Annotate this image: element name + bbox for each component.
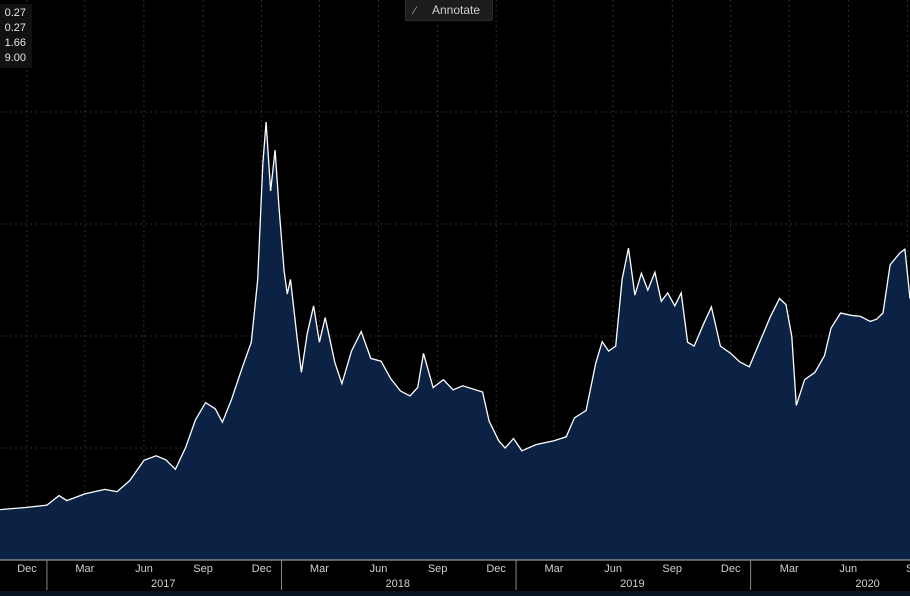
year-label: 2020 bbox=[855, 578, 879, 590]
x-tick-label: Mar bbox=[310, 563, 329, 575]
readout-value: 0.27 bbox=[4, 22, 26, 34]
readout-value: 9.00 bbox=[4, 52, 26, 64]
x-axis-ticks: Dec Mar Jun Sep Dec Mar Jun Sep Dec Mar Jun Sep Dec M… bbox=[17, 563, 910, 575]
x-tick-label: Jun bbox=[135, 563, 153, 575]
annotate-button[interactable]: ⁄ Annotate bbox=[405, 0, 493, 21]
annotate-label: Annotate bbox=[432, 3, 481, 17]
x-tick-label: Jun bbox=[839, 563, 857, 575]
x-tick-label: Sep bbox=[193, 563, 213, 575]
x-tick-label: Mar bbox=[75, 563, 94, 575]
year-label: 2019 bbox=[620, 578, 644, 590]
year-label: 2017 bbox=[151, 578, 175, 590]
pencil-icon: ⁄ bbox=[414, 5, 416, 17]
x-tick-label: Jun bbox=[370, 563, 388, 575]
x-tick-label: Mar bbox=[780, 563, 799, 575]
x-tick-label: Jun bbox=[604, 563, 622, 575]
readout-value: 0.27 bbox=[4, 7, 26, 19]
x-axis-years: 2017 2018 2019 2020 bbox=[46, 560, 880, 590]
x-tick-label: Dec bbox=[486, 563, 506, 575]
readout-value: 1.66 bbox=[4, 37, 26, 49]
x-tick-label: Dec bbox=[17, 563, 37, 575]
series-area bbox=[0, 122, 910, 560]
x-tick-label: Dec bbox=[252, 563, 272, 575]
x-tick-label: Sep bbox=[662, 563, 682, 575]
year-label: 2018 bbox=[386, 578, 410, 590]
value-readout: 0.27 0.27 1.66 9.00 bbox=[0, 4, 32, 68]
bottom-strip bbox=[0, 591, 910, 596]
x-tick-label: Dec bbox=[721, 563, 741, 575]
x-tick-label: S bbox=[906, 563, 910, 575]
series-line bbox=[0, 122, 910, 511]
x-tick-label: Sep bbox=[428, 563, 448, 575]
x-tick-label: Mar bbox=[544, 563, 563, 575]
